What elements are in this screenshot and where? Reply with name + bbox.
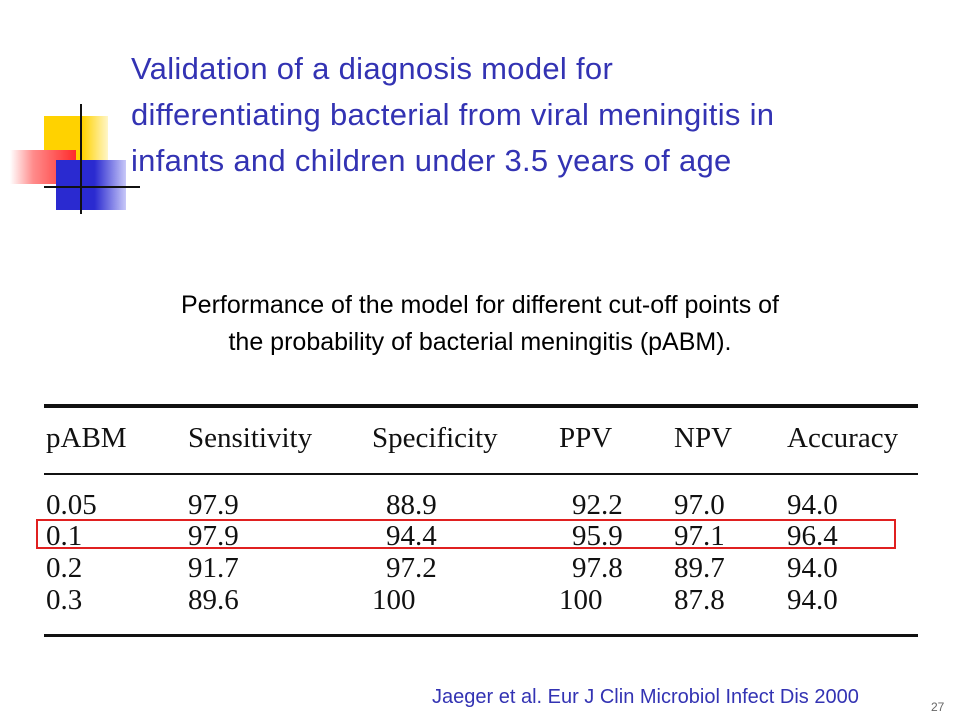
table-header-rule <box>44 473 918 475</box>
table-cell: 95.9 <box>572 520 623 552</box>
citation: Jaeger et al. Eur J Clin Microbiol Infec… <box>432 686 859 708</box>
table-cell: 97.1 <box>674 520 725 552</box>
table-cell: 96.4 <box>787 520 838 552</box>
table-cell: 100 <box>372 584 416 616</box>
table-caption: Performance of the model for different c… <box>60 287 900 361</box>
header-cell: Sensitivity <box>188 422 313 454</box>
table-cell: 94.0 <box>787 552 838 584</box>
table-cell: 97.9 <box>188 489 239 521</box>
table-cell: 97.0 <box>674 489 725 521</box>
table-cell: 94.0 <box>787 489 838 521</box>
caption-line: Performance of the model for different c… <box>180 291 779 319</box>
table-cell: 0.3 <box>46 584 83 616</box>
table-cell: 89.6 <box>188 584 239 616</box>
table-cell: 0.1 <box>46 520 83 552</box>
table-cell: 91.7 <box>188 552 239 584</box>
header-cell: NPV <box>674 422 733 454</box>
table-cell: 92.2 <box>572 489 623 521</box>
table-cell: 0.2 <box>46 552 83 584</box>
table-cell: 87.8 <box>674 584 725 616</box>
table-cell: 88.9 <box>386 489 437 521</box>
table-cell: 94.4 <box>386 520 437 552</box>
table-cell: 97.9 <box>188 520 239 552</box>
slide-title: Validation of a diagnosis model for diff… <box>131 46 931 184</box>
caption-line: the probability of bacterial meningitis … <box>228 328 732 356</box>
page-number: 27 <box>931 700 945 714</box>
title-line: Validation of a diagnosis model for <box>131 51 614 86</box>
table-bottom-rule <box>44 634 918 637</box>
table-cell: 97.2 <box>386 552 437 584</box>
table-cell: 0.05 <box>46 489 97 521</box>
table-top-rule <box>44 404 918 408</box>
header-cell: Specificity <box>372 422 498 454</box>
table-cell: 100 <box>559 584 603 616</box>
header-cell: PPV <box>559 422 613 454</box>
highlighted-row-box <box>36 519 896 549</box>
title-line: differentiating bacterial from viral men… <box>131 97 775 132</box>
header-cell: pABM <box>46 422 127 454</box>
decoration-blue-square <box>56 160 126 210</box>
table-cell: 97.8 <box>572 552 623 584</box>
table-cell: 94.0 <box>787 584 838 616</box>
decoration-horizontal-line <box>44 186 140 188</box>
table-cell: 89.7 <box>674 552 725 584</box>
decoration-vertical-line <box>80 104 82 214</box>
title-line: infants and children under 3.5 years of … <box>131 143 732 178</box>
performance-table: pABM Sensitivity Specificity PPV NPV Acc… <box>44 404 918 640</box>
header-cell: Accuracy <box>787 422 899 454</box>
title-decoration <box>0 0 140 230</box>
